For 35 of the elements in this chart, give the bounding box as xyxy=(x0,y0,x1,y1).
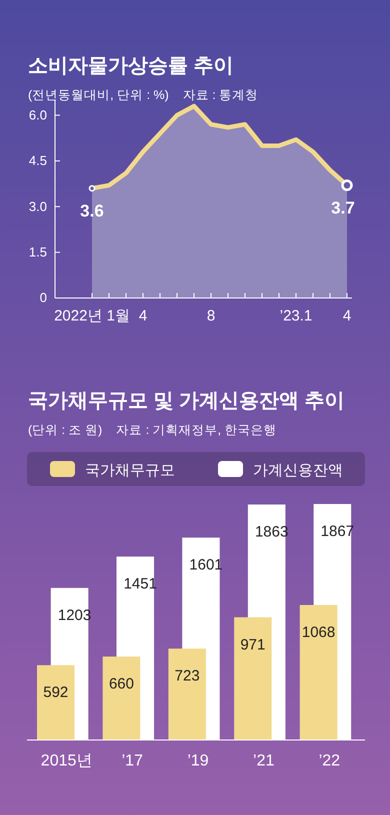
bar xyxy=(168,648,206,740)
x-tick-label: ’22 xyxy=(318,752,340,770)
data-label: 592 xyxy=(43,684,68,702)
y-tick-label: 0 xyxy=(40,290,47,306)
y-tick-label: 3.0 xyxy=(28,198,47,214)
annotation: 자료 : 통계청 xyxy=(182,88,258,102)
x-tick-label: 2015년 xyxy=(40,752,92,770)
data-label: 1068 xyxy=(302,624,336,641)
data-label: 3.6 xyxy=(80,201,104,220)
bar xyxy=(300,605,338,740)
x-tick-label: 8 xyxy=(206,308,216,324)
x-tick-label: 4 xyxy=(138,308,148,324)
y-tick-label: 6.0 xyxy=(28,107,47,122)
data-label: 723 xyxy=(174,668,200,685)
chart-subtitle: (전년동월대비, 단위 : %) xyxy=(28,88,169,102)
text: 자료 : 기획재정부, 한국은행 xyxy=(116,423,277,437)
x-tick-label: ’23.1 xyxy=(280,308,312,324)
bar xyxy=(37,665,75,740)
x-tick-label: ’17 xyxy=(122,752,144,770)
y-tick-label: 1.5 xyxy=(28,244,47,260)
x-tick-label: ’19 xyxy=(187,752,209,770)
bar xyxy=(234,617,272,740)
chart-subtitle: (단위 : 조 원) xyxy=(28,423,102,437)
chart-title: 국가채무규모 및 가계신용잔액 추이 xyxy=(28,390,345,412)
x-tick-label: 4 xyxy=(342,308,352,324)
x-tick-label: ’21 xyxy=(253,752,274,770)
data-label: 971 xyxy=(240,636,266,654)
y-tick-label: 4.5 xyxy=(28,153,47,168)
bar xyxy=(102,656,140,740)
data-label: 660 xyxy=(108,676,134,693)
chart-title: 소비자물가상승률 추이 xyxy=(28,55,234,77)
legend-label: 국가채무규모 xyxy=(85,462,175,479)
data-label: 3.7 xyxy=(331,198,355,218)
x-tick-label: 2022년 1월 xyxy=(54,308,130,324)
legend-label: 가계신용잔액 xyxy=(253,462,343,479)
